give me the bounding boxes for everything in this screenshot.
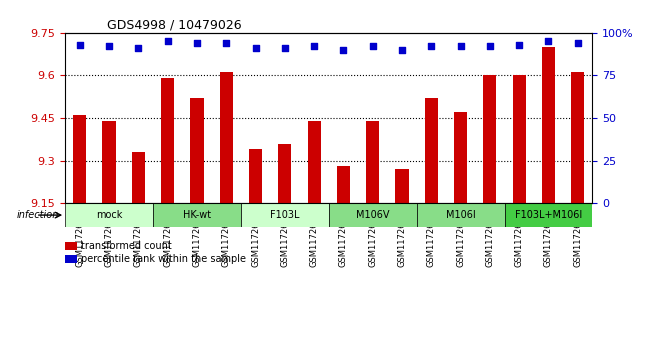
Point (514, 42, 524, 48)
Bar (65, 203, 153, 227)
Bar (190, 98, 204, 203)
Text: mock: mock (96, 210, 122, 220)
Bar (571, 73, 585, 203)
Text: percentile rank within the sample: percentile rank within the sample (81, 254, 246, 264)
Bar (483, 76, 497, 203)
Point (543, 38, 553, 44)
Point (339, 47, 349, 53)
Bar (424, 98, 438, 203)
Point (133, 45, 143, 51)
Point (221, 40, 232, 46)
Point (250, 45, 260, 51)
Point (572, 40, 583, 46)
Bar (278, 144, 292, 203)
Bar (73, 115, 87, 203)
Bar (337, 166, 350, 203)
Text: M106I: M106I (446, 210, 475, 220)
Bar (307, 121, 321, 203)
Bar (161, 78, 174, 203)
Bar (329, 203, 417, 227)
Bar (542, 47, 555, 203)
Text: GDS4998 / 10479026: GDS4998 / 10479026 (107, 19, 242, 32)
Point (396, 47, 408, 53)
Bar (153, 203, 241, 227)
Point (74, 42, 85, 48)
Point (309, 44, 319, 49)
Point (191, 40, 202, 46)
Point (104, 44, 115, 49)
Bar (132, 152, 145, 203)
Point (280, 45, 290, 51)
Bar (219, 73, 233, 203)
Text: F103L: F103L (270, 210, 299, 220)
Text: HK-wt: HK-wt (183, 210, 211, 220)
Text: M106V: M106V (356, 210, 389, 220)
Text: transformed count: transformed count (81, 241, 172, 252)
Point (367, 44, 378, 49)
Bar (417, 203, 505, 227)
Bar (241, 203, 329, 227)
Point (455, 44, 465, 49)
Point (163, 38, 173, 44)
Text: F103L+M106I: F103L+M106I (515, 210, 582, 220)
Bar (366, 121, 380, 203)
Bar (505, 203, 592, 227)
Text: infection: infection (16, 210, 59, 220)
Bar (395, 169, 409, 203)
Bar (512, 76, 526, 203)
Bar (454, 112, 467, 203)
Point (426, 44, 436, 49)
Bar (102, 121, 116, 203)
Point (484, 44, 495, 49)
Bar (249, 149, 262, 203)
